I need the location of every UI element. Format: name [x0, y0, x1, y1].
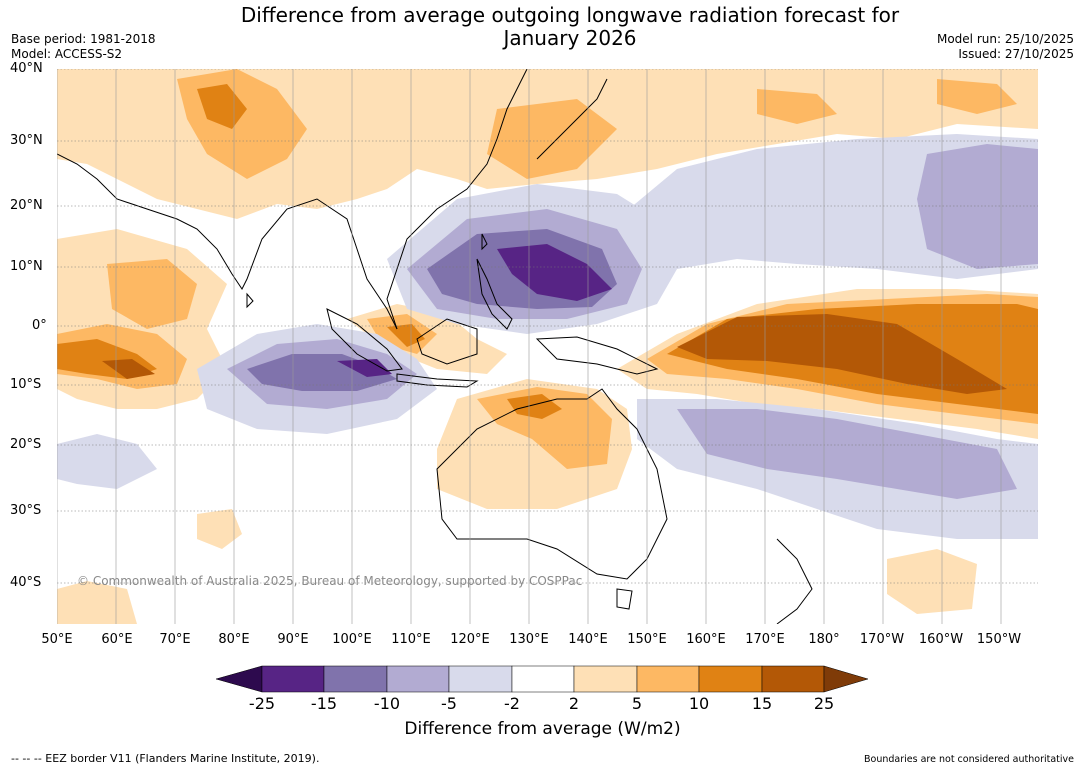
colorbar-tick-15: 15 [751, 694, 773, 713]
coast-new-zealand [776, 538, 813, 624]
lat-label-30s: 30°S [10, 503, 42, 518]
anomaly-spac-moderate [677, 409, 1017, 499]
anomaly-npac-moderate2 [937, 79, 1017, 114]
colorbar [216, 665, 869, 693]
anomaly-maritime-strong [387, 324, 425, 347]
colorbar-tick-neg15: -15 [310, 694, 338, 713]
colorbar-bin-2-5 [573, 665, 638, 693]
lon-label-120e: 120°E [450, 632, 490, 647]
meta-right: Model run: 25/10/2025 Issued: 27/10/2025 [937, 32, 1074, 62]
colorbar-bin-neg25-neg15 [261, 665, 325, 693]
anomaly-pacific-strongest [677, 314, 1007, 394]
anomaly-south-indian-light [57, 434, 157, 489]
lat-label-10n: 10°N [10, 259, 43, 274]
coast-borneo [416, 318, 478, 365]
lon-label-100e: 100°E [332, 632, 372, 647]
coast-arabia-india [57, 153, 398, 330]
anomaly-indian-neg-strongest [337, 359, 392, 377]
colorbar-bin-5-10 [636, 665, 700, 693]
coast-sri-lanka [246, 292, 254, 309]
lat-label-40n: 40°N [10, 61, 43, 76]
colorbar-tick-neg25: -25 [248, 694, 276, 713]
colorbar-tick-2: 2 [568, 694, 580, 713]
lon-label-170e: 170°E [745, 632, 785, 647]
lon-label-180: 180° [808, 632, 840, 647]
negative-anomaly-layer [57, 134, 1038, 539]
anomaly-indian-moderate2 [107, 259, 197, 329]
colorbar-bin-10-15 [698, 665, 763, 693]
coast-taiwan [481, 233, 488, 251]
lon-label-90e: 90°E [277, 632, 309, 647]
anomaly-north-strong [197, 84, 247, 129]
base-period: Base period: 1981-2018 [11, 32, 156, 46]
positive-anomaly-layer [57, 69, 1038, 624]
copyright-notice: © Commonwealth of Australia 2025, Bureau… [77, 574, 583, 588]
model-run: Model run: 25/10/2025 [936, 32, 1074, 46]
anomaly-south-patch3 [887, 549, 977, 614]
model-name: Model: ACCESS-S2 [11, 47, 123, 61]
colorbar-tick-neg5: -5 [441, 694, 457, 713]
anomaly-indian-strongest [102, 359, 155, 379]
lon-label-140e: 140°E [568, 632, 608, 647]
boundary-disclaimer: Boundaries are not considered authoritat… [864, 754, 1074, 765]
lat-label-20n: 20°N [10, 198, 43, 213]
anomaly-wpac-strongest [497, 244, 612, 301]
colorbar-label: Difference from average (W/m2) [404, 719, 681, 739]
anomaly-nwpac-moderate [487, 99, 617, 179]
coast-australia [436, 388, 668, 580]
lat-label-eq: 0° [32, 318, 47, 333]
colorbar-bin-15-25 [761, 665, 825, 693]
anomaly-south-patch2 [57, 581, 137, 624]
coast-java [396, 373, 479, 388]
anomaly-australia-strong [507, 394, 562, 419]
eez-note: -- -- -- EEZ border V11 (Flanders Marine… [11, 752, 320, 765]
lon-label-70e: 70°E [159, 632, 191, 647]
lon-label-110e: 110°E [391, 632, 431, 647]
colorbar-tick-10: 10 [688, 694, 710, 713]
lon-label-170w: 170°W [859, 632, 905, 647]
lon-label-160w: 160°W [918, 632, 964, 647]
colorbar-bin-neg2-2 [511, 665, 575, 693]
lon-label-160e: 160°E [686, 632, 726, 647]
coast-east-asia [386, 69, 528, 330]
anomaly-npac-moderate [757, 89, 837, 124]
meridians [57, 69, 1002, 624]
anomaly-south-patch1 [197, 509, 242, 549]
lon-label-150e: 150°E [627, 632, 667, 647]
lat-label-10s: 10°S [10, 377, 42, 392]
map-title: Difference from average outgoing longwav… [0, 4, 1085, 50]
colorbar-bin-neg10-neg5 [386, 665, 450, 693]
coastlines [57, 69, 813, 624]
lat-label-40s: 40°S [10, 575, 42, 590]
anomaly-australia-moderate [477, 387, 612, 469]
colorbar-bin-neg5-neg2 [448, 665, 513, 693]
colorbar-arrow-left [216, 665, 263, 693]
coast-japan [536, 78, 608, 160]
lon-label-130e: 130°E [509, 632, 549, 647]
colorbar-tick-neg2: -2 [504, 694, 520, 713]
colorbar-bin-neg15-neg10 [323, 665, 388, 693]
map-panel [57, 69, 1038, 624]
issued-date: Issued: 27/10/2025 [958, 47, 1074, 61]
anomaly-npac-moderate-neg [917, 144, 1038, 269]
lon-label-150w: 150°W [976, 632, 1022, 647]
colorbar-tick-5: 5 [631, 694, 643, 713]
colorbar-arrow-right [823, 665, 869, 693]
map-svg [57, 69, 1038, 624]
lat-label-30n: 30°N [10, 133, 43, 148]
colorbar-tick-neg10: -10 [373, 694, 401, 713]
colorbar-tick-25: 25 [813, 694, 835, 713]
lat-label-20s: 20°S [10, 437, 42, 452]
meta-left: Base period: 1981-2018 Model: ACCESS-S2 [11, 32, 156, 62]
title-text: Difference from average outgoing longwav… [240, 3, 900, 50]
lon-label-80e: 80°E [218, 632, 250, 647]
coast-philippines [476, 258, 513, 330]
coast-tasmania [616, 588, 633, 610]
coast-sumatra [326, 308, 403, 372]
graticule [57, 69, 1038, 584]
lon-label-60e: 60°E [101, 632, 133, 647]
lon-label-50e: 50°E [41, 632, 73, 647]
